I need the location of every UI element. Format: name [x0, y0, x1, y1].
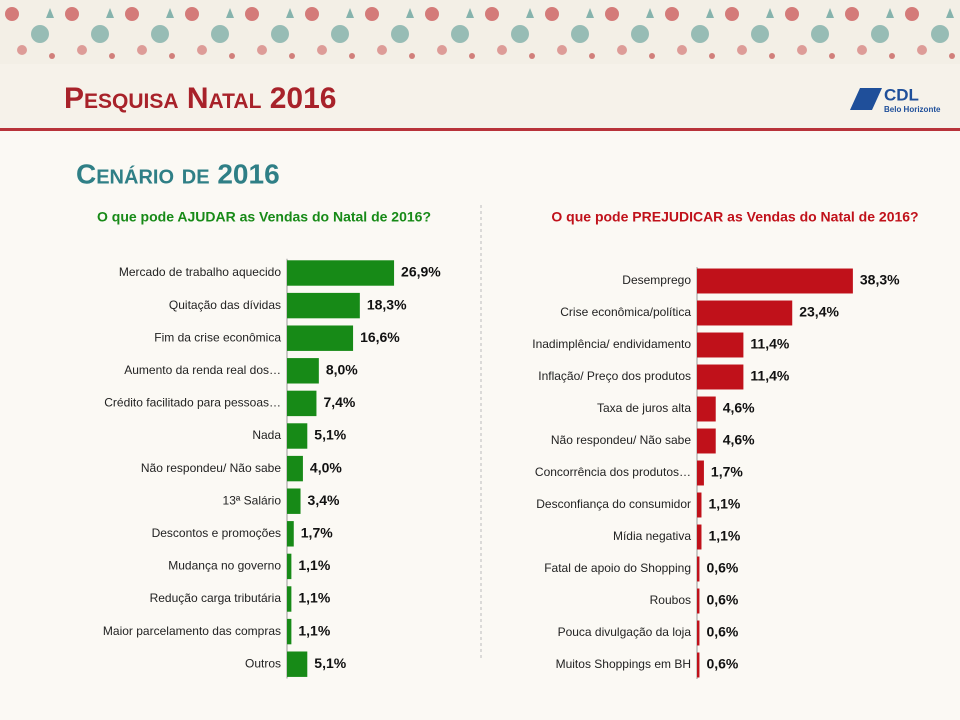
- bar: [287, 325, 354, 351]
- value-label: 8,0%: [326, 362, 358, 378]
- category-label: Fim da crise econômica: [154, 330, 281, 344]
- value-label: 1,1%: [708, 496, 740, 512]
- bar: [697, 300, 793, 326]
- bar: [697, 620, 700, 646]
- value-label: 7,4%: [323, 394, 355, 410]
- bar: [287, 423, 308, 449]
- value-label: 11,4%: [750, 368, 789, 384]
- value-label: 23,4%: [799, 304, 839, 320]
- bar: [697, 652, 700, 678]
- bar: [287, 455, 303, 482]
- bar: [697, 428, 716, 454]
- value-label: 1,1%: [708, 528, 740, 544]
- category-label: Não respondeu/ Não sabe: [141, 461, 281, 475]
- category-label: Inflação/ Preço dos produtos: [538, 369, 691, 383]
- bar: [697, 364, 744, 390]
- category-label: Crise econômica/política: [560, 305, 691, 319]
- category-label: Crédito facilitado para pessoas…: [104, 396, 281, 410]
- category-label: Pouca divulgação da loja: [558, 625, 692, 639]
- category-label: Mercado de trabalho aquecido: [119, 265, 281, 279]
- bar: [287, 586, 292, 612]
- value-label: 18,3%: [367, 296, 407, 312]
- title-band: [0, 64, 960, 130]
- bar: [697, 588, 700, 614]
- category-label: Inadimplência/ endividamento: [532, 337, 691, 351]
- value-label: 5,1%: [314, 655, 346, 671]
- chart-title: O que pode PREJUDICAR as Vendas do Natal…: [551, 209, 918, 225]
- bar: [287, 651, 308, 677]
- category-label: Fatal de apoio do Shopping: [544, 561, 691, 575]
- value-label: 4,0%: [310, 459, 342, 475]
- value-label: 0,6%: [706, 624, 738, 640]
- bar: [697, 268, 853, 294]
- bar: [697, 492, 702, 518]
- value-label: 5,1%: [314, 427, 346, 443]
- value-label: 16,6%: [360, 329, 400, 345]
- category-label: Muitos Shoppings em BH: [556, 657, 691, 671]
- value-label: 11,4%: [750, 336, 789, 352]
- bar: [697, 396, 716, 422]
- bar: [287, 521, 294, 547]
- value-label: 0,6%: [706, 592, 738, 608]
- value-label: 1,1%: [298, 622, 330, 638]
- value-label: 1,7%: [711, 464, 743, 480]
- category-label: Outros: [245, 656, 281, 670]
- value-label: 1,1%: [298, 590, 330, 606]
- chart-title: O que pode AJUDAR as Vendas do Natal de …: [97, 209, 431, 225]
- bar: [287, 488, 301, 514]
- category-label: Concorrência dos produtos…: [535, 465, 691, 479]
- value-label: 0,6%: [706, 560, 738, 576]
- bar: [287, 358, 319, 384]
- value-label: 4,6%: [723, 400, 755, 416]
- category-label: Roubos: [650, 593, 691, 607]
- category-label: 13ª Salário: [223, 493, 282, 507]
- logo-sub: Belo Horizonte: [884, 105, 941, 114]
- category-label: Maior parcelamento das compras: [103, 624, 281, 638]
- bar: [697, 524, 702, 550]
- category-label: Quitação das dívidas: [169, 298, 281, 312]
- category-label: Desemprego: [622, 273, 691, 287]
- title-rule: [0, 128, 960, 131]
- value-label: 0,6%: [706, 656, 738, 672]
- category-label: Desconfiança do consumidor: [536, 497, 691, 511]
- bar: [287, 553, 292, 580]
- bar: [287, 390, 317, 417]
- category-label: Mudança no governo: [168, 559, 281, 573]
- value-label: 1,7%: [301, 525, 333, 541]
- banner: [0, 0, 960, 64]
- bar: [697, 556, 700, 582]
- category-label: Aumento da renda real dos…: [124, 363, 281, 377]
- category-label: Não respondeu/ Não sabe: [551, 433, 691, 447]
- bar: [697, 332, 744, 358]
- logo-mark: [850, 88, 882, 110]
- value-label: 3,4%: [308, 492, 340, 508]
- value-label: 38,3%: [860, 272, 900, 288]
- bar: [287, 618, 292, 645]
- slide-subtitle: Cenário de 2016: [76, 158, 280, 189]
- category-label: Mídia negativa: [613, 529, 691, 543]
- category-label: Taxa de juros alta: [597, 401, 691, 415]
- value-label: 4,6%: [723, 432, 755, 448]
- category-label: Nada: [252, 428, 281, 442]
- category-label: Descontos e promoções: [152, 526, 281, 540]
- value-label: 26,9%: [401, 264, 441, 280]
- bar: [287, 260, 395, 286]
- category-label: Redução carga tributária: [150, 591, 282, 605]
- bar: [287, 292, 360, 319]
- value-label: 1,1%: [298, 557, 330, 573]
- logo: CDL: [884, 85, 919, 104]
- slide-title: Pesquisa Natal 2016: [64, 82, 336, 115]
- bar: [697, 460, 704, 486]
